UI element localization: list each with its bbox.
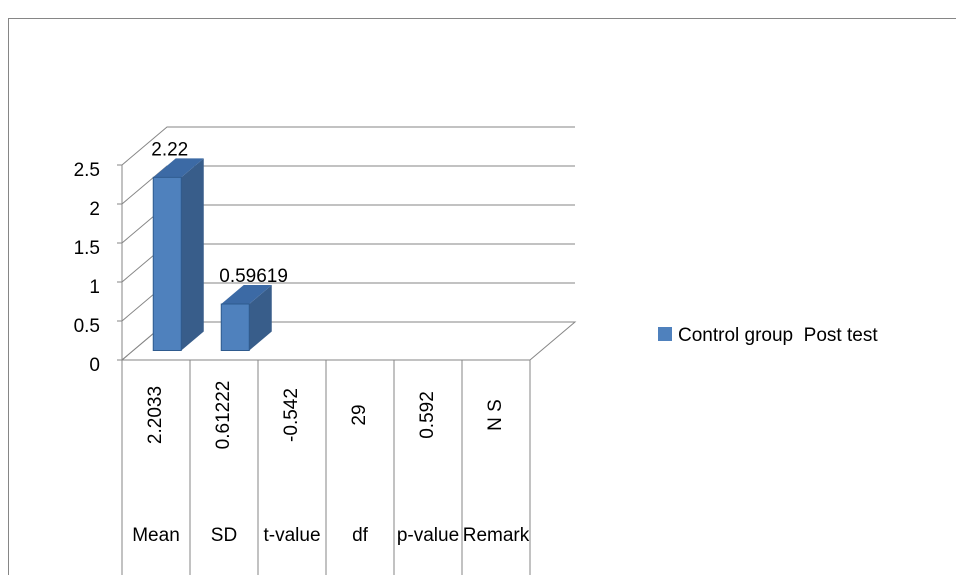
- table-value: 0.61222: [213, 381, 234, 450]
- x-tick-label: Mean: [132, 525, 180, 546]
- x-tick-label: SD: [211, 525, 237, 546]
- y-tick-label: 2: [89, 199, 100, 220]
- legend-label: Control group Post test: [678, 325, 878, 346]
- data-label: 2.22: [151, 139, 188, 160]
- y-tick-label: 1: [89, 277, 100, 298]
- x-tick-label: df: [352, 525, 369, 546]
- x-tick-label: p-value: [397, 525, 459, 546]
- legend-swatch: [658, 327, 672, 341]
- table-value: 0.592: [417, 391, 438, 439]
- x-tick-label: Remark: [463, 525, 530, 546]
- bar: [220, 303, 250, 352]
- table-value: 2.2033: [145, 386, 166, 444]
- bar-top: [153, 158, 204, 178]
- table-value: 29: [349, 404, 370, 425]
- bar: [152, 176, 182, 351]
- bar-side: [181, 158, 204, 351]
- grid-line: [121, 126, 575, 166]
- table-value: -0.542: [281, 388, 302, 442]
- x-tick-label: t-value: [263, 525, 320, 546]
- y-tick-label: 1.5: [74, 238, 100, 259]
- data-label: 0.59619: [219, 266, 288, 287]
- y-tick-label: 0: [89, 355, 100, 376]
- y-tick-label: 0.5: [74, 316, 100, 337]
- bar-side: [249, 284, 272, 351]
- table-value: N S: [485, 399, 506, 431]
- y-tick-label: 2.5: [74, 160, 100, 181]
- bar-top: [221, 284, 272, 304]
